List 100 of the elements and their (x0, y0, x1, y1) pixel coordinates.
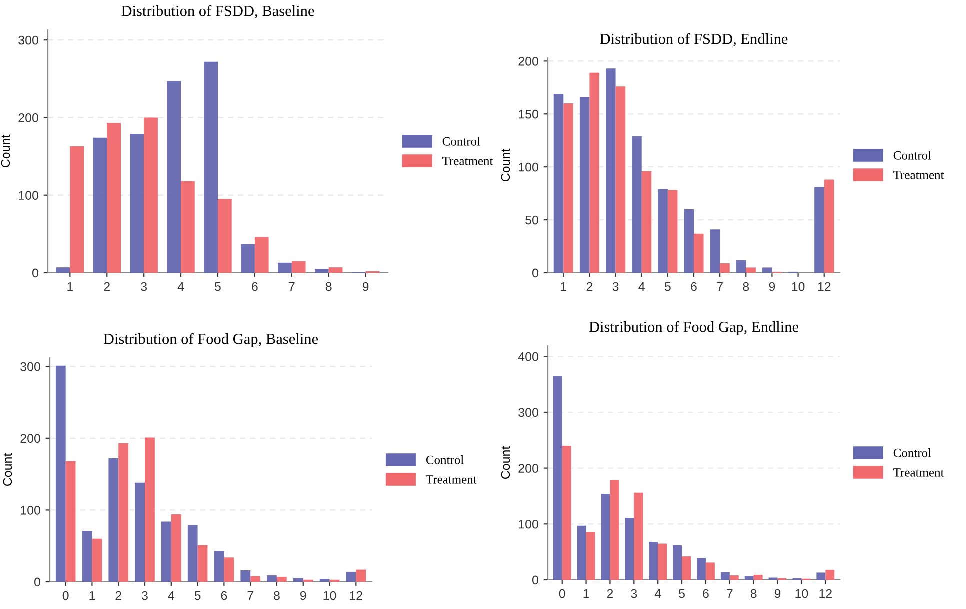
bar (240, 570, 251, 582)
x-tick-label: 4 (178, 282, 184, 292)
bar (198, 545, 208, 582)
x-tick-label: 1 (68, 282, 74, 292)
y-tick-label: 300 (18, 36, 38, 45)
x-tick-label: 8 (750, 589, 757, 598)
bar (108, 458, 119, 582)
bar (814, 187, 824, 273)
bar (250, 576, 260, 582)
bar (694, 234, 704, 273)
x-tick-label: 6 (252, 282, 258, 292)
bar (590, 72, 600, 273)
bar (824, 180, 834, 273)
y-tick-label: 0 (532, 576, 538, 585)
x-tick-label: 6 (691, 282, 697, 292)
bar (320, 579, 330, 582)
y-axis-title: Count (1, 134, 10, 168)
bar (720, 572, 730, 580)
bar (315, 269, 329, 273)
x-tick-label: 5 (215, 282, 221, 292)
bar (292, 261, 306, 273)
x-tick-label: 1 (584, 589, 590, 598)
bar (82, 531, 92, 582)
y-tick-label: 200 (518, 464, 538, 473)
x-tick-label: 0 (559, 589, 566, 598)
x-tick-label: 1 (561, 282, 567, 292)
y-tick-label: 50 (526, 216, 538, 225)
bar (710, 230, 720, 273)
bar (254, 237, 269, 273)
bar (188, 525, 198, 582)
chart-title: Distribution of Food Gap, Baseline (104, 333, 318, 348)
bar (616, 86, 626, 273)
legend-label: Treatment (442, 157, 494, 166)
x-tick-label: 9 (300, 591, 306, 600)
x-tick-label: 8 (743, 282, 750, 292)
bar (736, 260, 746, 273)
x-tick-label: 5 (679, 589, 685, 598)
x-tick-label: 10 (324, 591, 336, 600)
x-tick-label: 6 (221, 591, 228, 600)
bar (730, 576, 739, 580)
x-tick-label: 0 (62, 591, 69, 600)
bar (66, 461, 76, 582)
x-tick-label: 6 (703, 589, 709, 598)
bar (668, 190, 678, 273)
x-tick-label: 7 (289, 282, 295, 292)
legend-label: Control (894, 151, 932, 160)
bar (658, 544, 668, 580)
x-tick-label: 12 (820, 589, 832, 598)
bar (241, 244, 255, 273)
x-tick-label: 3 (141, 282, 148, 292)
x-tick-label: 2 (607, 589, 614, 598)
x-tick-label: 12 (818, 282, 831, 292)
x-tick-label: 4 (168, 591, 175, 600)
bar (276, 576, 287, 582)
x-tick-label: 8 (326, 282, 332, 292)
y-axis-title: Count (3, 453, 12, 486)
y-tick-label: 200 (518, 56, 538, 66)
bar (553, 376, 562, 580)
x-tick-label: 8 (274, 591, 280, 600)
bar (642, 171, 652, 273)
y-axis-title: Count (501, 148, 510, 182)
legend-label: Treatment (894, 468, 944, 477)
bar (167, 81, 182, 273)
bar (754, 574, 763, 580)
bar (162, 522, 172, 582)
bar (118, 443, 129, 582)
y-tick-label: 150 (519, 110, 538, 119)
legend-label: Control (442, 137, 480, 146)
x-tick-label: 9 (769, 282, 776, 292)
bar (214, 551, 224, 582)
y-tick-label: 0 (32, 268, 38, 278)
bar (92, 538, 102, 582)
x-tick-label: 10 (796, 589, 808, 598)
bar (610, 480, 620, 580)
bar (684, 209, 694, 273)
y-tick-label: 100 (519, 520, 538, 529)
bar (580, 97, 590, 273)
legend-label: Control (426, 456, 464, 464)
x-tick-label: 5 (664, 282, 671, 292)
x-tick-label: 7 (727, 589, 733, 598)
bar (625, 518, 634, 580)
bar (218, 199, 232, 273)
bar (356, 570, 366, 582)
y-axis-title: Count (501, 446, 510, 480)
bar (171, 514, 182, 582)
bar (720, 263, 730, 273)
bar (826, 570, 835, 580)
x-tick-label: 2 (586, 282, 593, 292)
bar (144, 118, 158, 273)
bar (606, 68, 616, 273)
bar (634, 492, 644, 580)
bar (658, 189, 668, 273)
bar (70, 146, 84, 273)
bar (224, 558, 234, 582)
bar (93, 138, 108, 273)
x-tick-label: 1 (90, 591, 96, 600)
bar (632, 136, 642, 273)
bar (746, 268, 756, 273)
bar (562, 446, 572, 580)
bar (293, 578, 304, 582)
